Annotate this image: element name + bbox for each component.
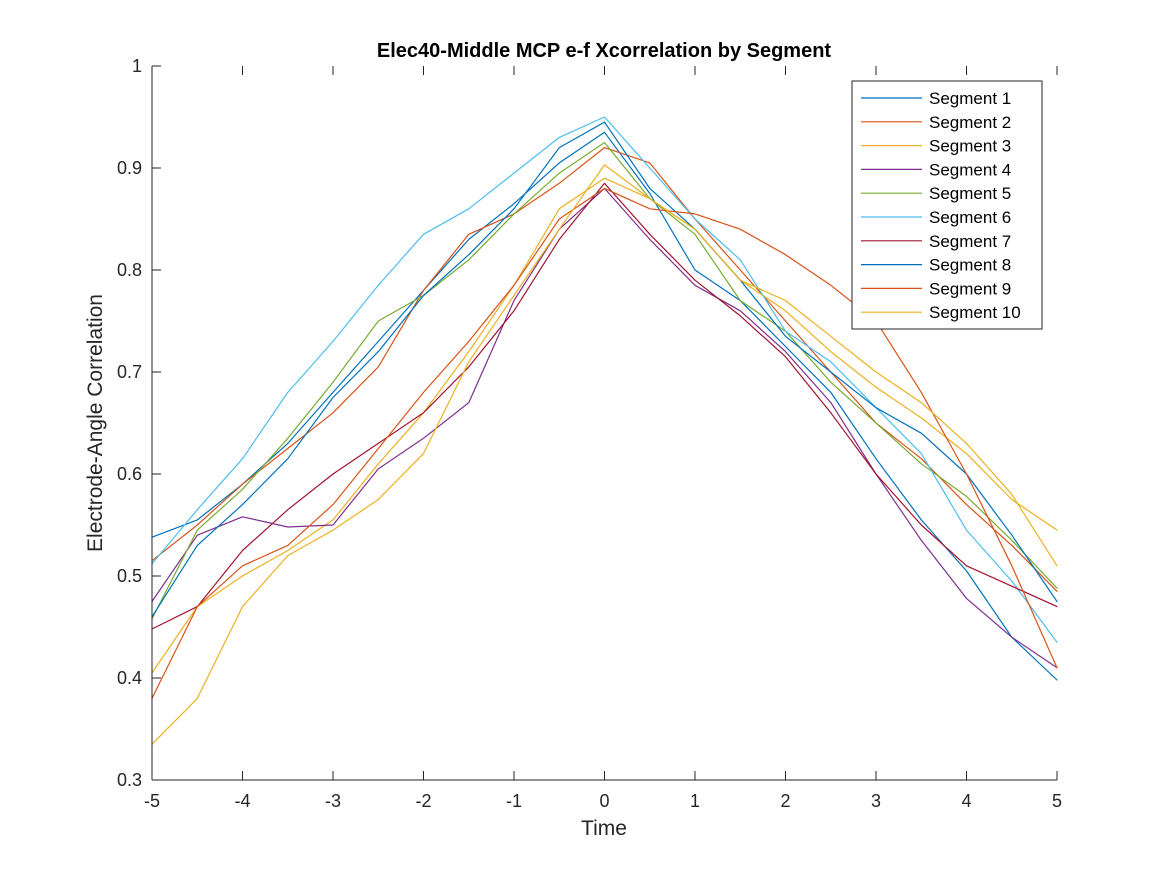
- legend-label: Segment 3: [929, 137, 1011, 156]
- x-tick-label: -4: [234, 791, 250, 811]
- y-axis-label: Electrode-Angle Correlation: [84, 294, 107, 552]
- series-line-segment-5: [151, 141, 1058, 620]
- y-tick-label: 0.5: [117, 566, 142, 586]
- y-tick-label: 1: [132, 56, 142, 76]
- x-tick-label: -5: [144, 791, 160, 811]
- series-layer: [151, 116, 1058, 745]
- series-line-segment-1: [151, 131, 1058, 681]
- x-tick-label: -2: [415, 791, 431, 811]
- series-line-segment-2: [151, 147, 1058, 592]
- series-line-segment-6: [151, 116, 1058, 643]
- y-tick-label: 0.6: [117, 464, 142, 484]
- y-tick-label: 0.3: [117, 770, 142, 790]
- x-ticks: -5 -4 -3 -2 -1 0 1 2 3 4 5: [144, 66, 1062, 811]
- x-axis-label: Time: [581, 817, 627, 840]
- legend-items: Segment 1 Segment 2 Segment 3 Segment 4 Segm…: [861, 89, 1021, 322]
- y-tick-label: 0.7: [117, 362, 142, 382]
- legend: Segment 1 Segment 2 Segment 3 Segment 4 Segm…: [851, 80, 1043, 330]
- legend-label: Segment 2: [929, 113, 1011, 132]
- x-tick-label: 0: [599, 791, 609, 811]
- legend-label: Segment 9: [929, 279, 1011, 298]
- series-line-segment-9: [151, 187, 1058, 700]
- y-tick-label: 0.8: [117, 260, 142, 280]
- series-line-segment-3: [151, 177, 1058, 674]
- x-tick-label: 1: [690, 791, 700, 811]
- legend-label: Segment 10: [929, 303, 1021, 322]
- series-line-segment-10: [151, 164, 1058, 745]
- legend-label: Segment 6: [929, 208, 1011, 227]
- legend-label: Segment 7: [929, 232, 1011, 251]
- x-tick-label: 4: [961, 791, 971, 811]
- series-line-segment-7: [151, 182, 1058, 630]
- x-tick-label: -3: [325, 791, 341, 811]
- x-tick-label: 5: [1052, 791, 1062, 811]
- x-tick-label: 3: [871, 791, 881, 811]
- x-tick-label: 2: [780, 791, 790, 811]
- y-tick-label: 0.4: [117, 668, 142, 688]
- legend-label: Segment 5: [929, 184, 1011, 203]
- x-tick-label: -1: [506, 791, 522, 811]
- chart-title: Elec40-Middle MCP e-f Xcorrelation by Se…: [377, 40, 832, 62]
- legend-label: Segment 4: [929, 160, 1011, 179]
- legend-label: Segment 8: [929, 256, 1011, 275]
- y-ticks: 0.3 0.4 0.5 0.6 0.7 0.8 0.9 1: [117, 56, 161, 790]
- series-line-segment-8: [151, 121, 1058, 618]
- y-tick-label: 0.9: [117, 158, 142, 178]
- legend-label: Segment 1: [929, 89, 1011, 108]
